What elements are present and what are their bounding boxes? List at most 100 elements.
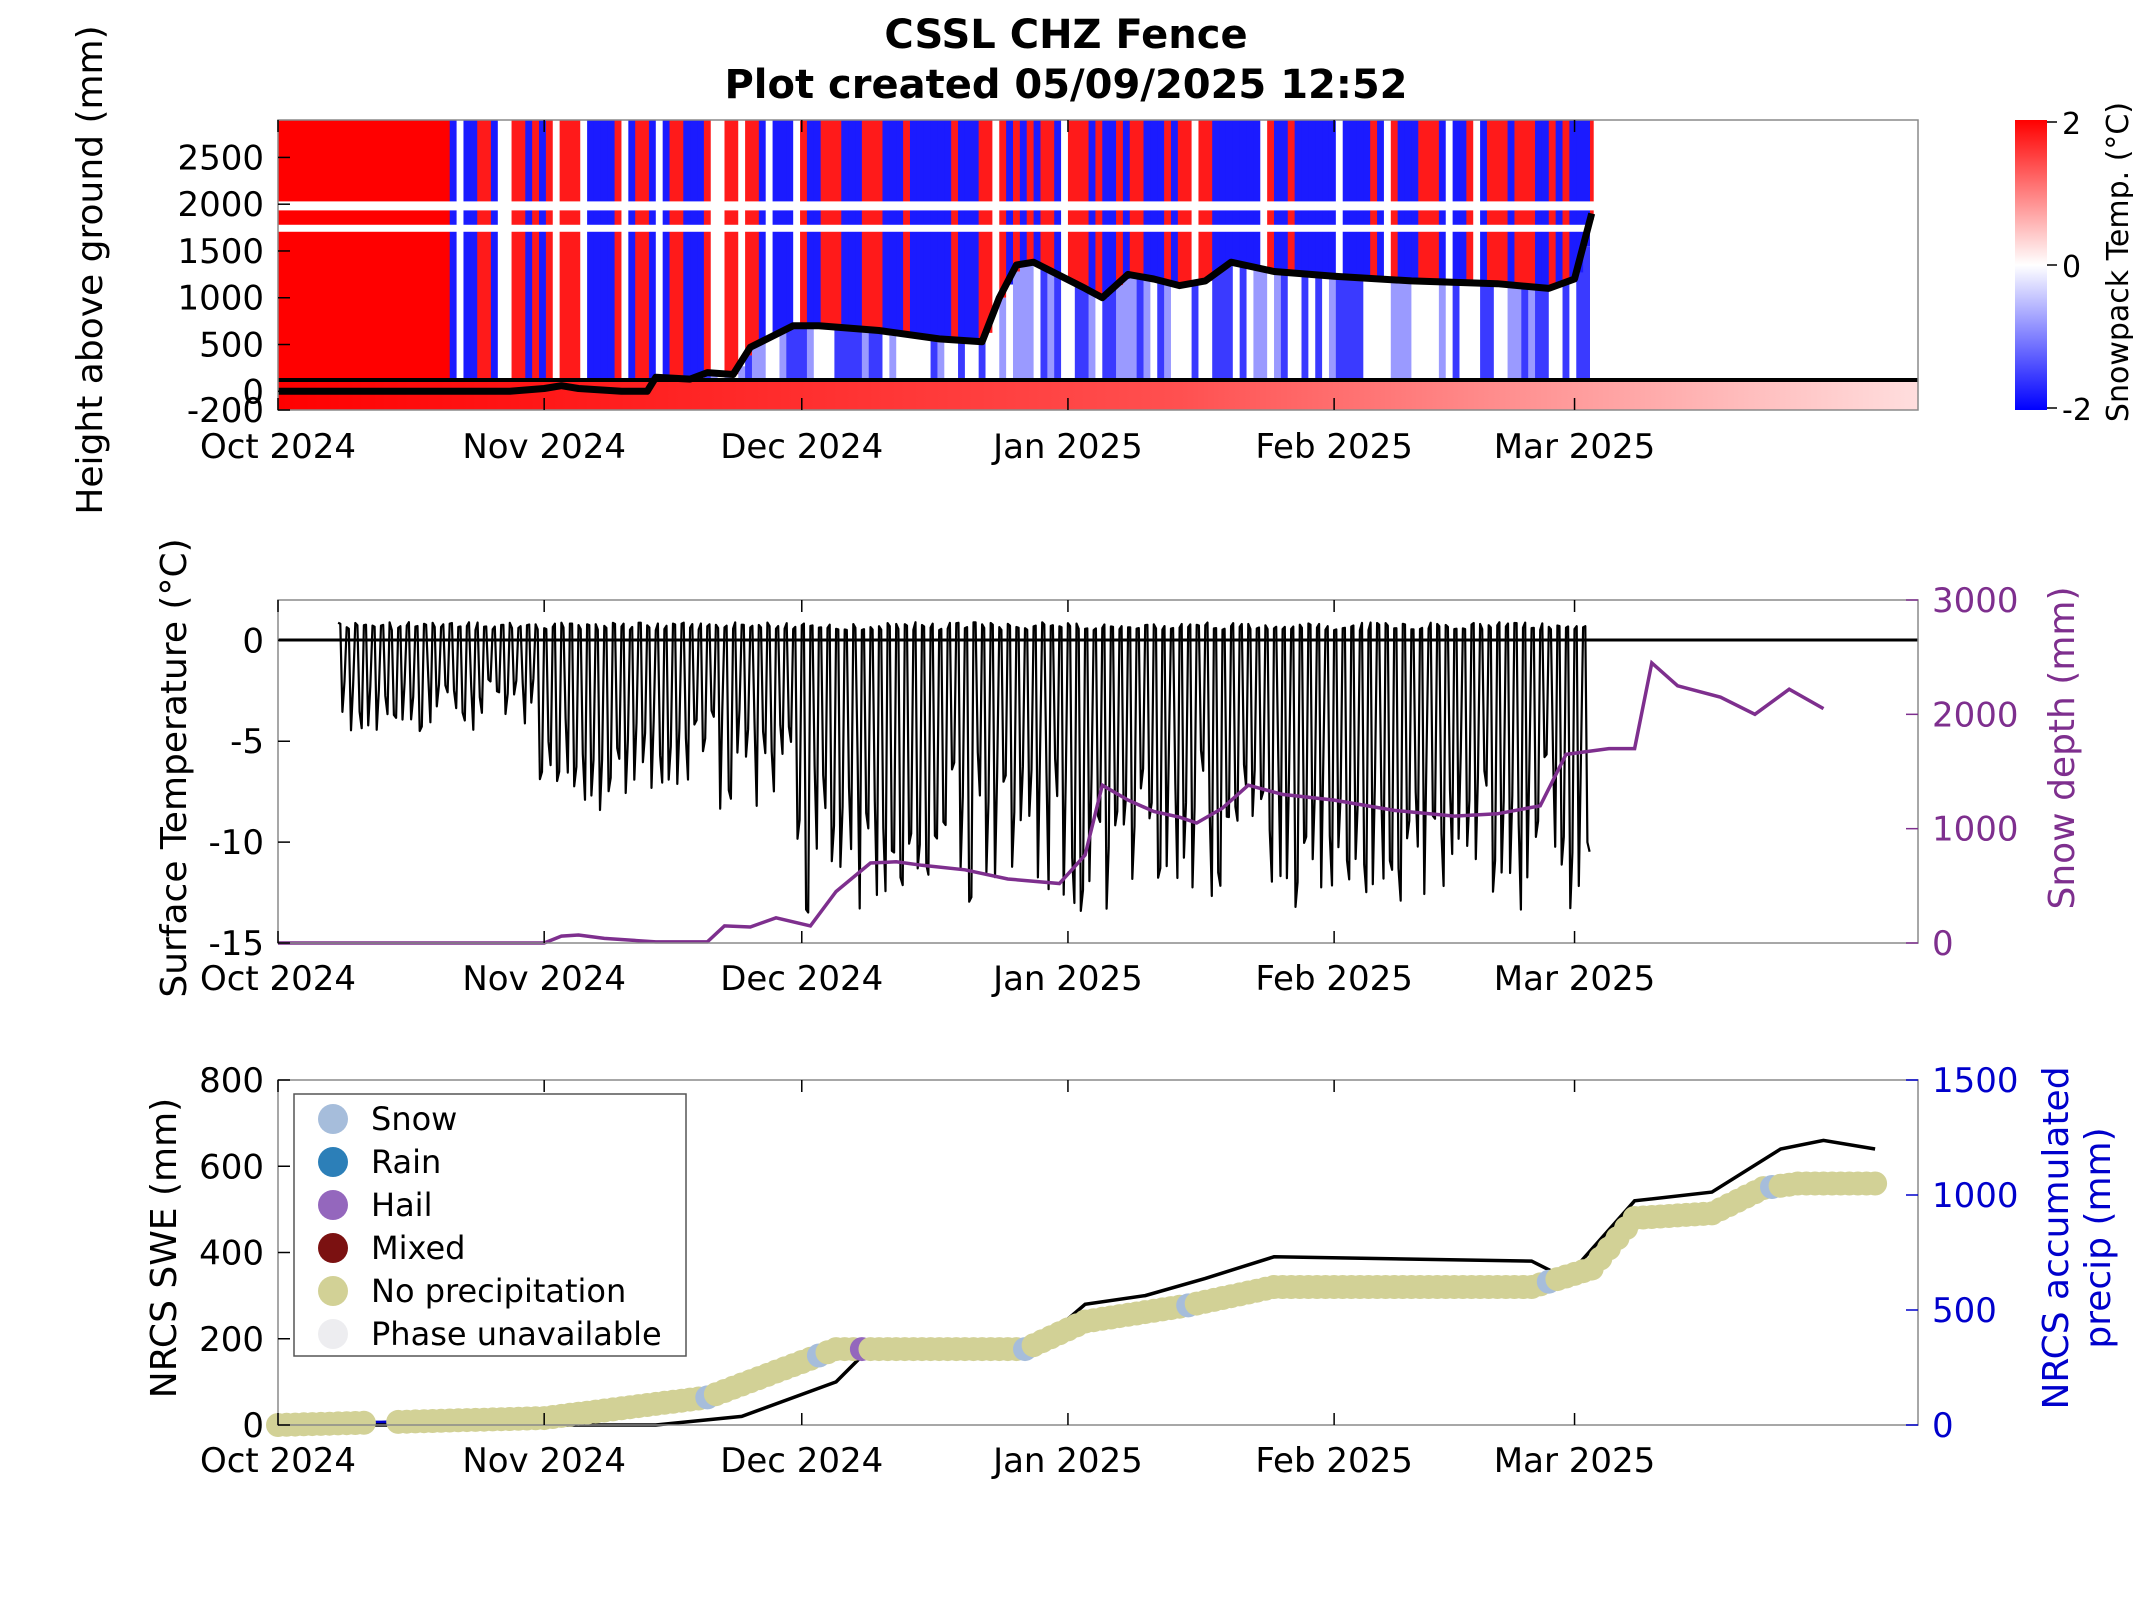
legend-label: Mixed xyxy=(371,1229,465,1267)
snowpack-temperature-cell xyxy=(1411,280,1419,392)
y-tick-label: 0 xyxy=(1932,924,1954,964)
air-temperature-cell xyxy=(511,120,520,392)
legend-marker-phase-unavailable xyxy=(318,1319,348,1349)
snowpack-temperature-cell xyxy=(1294,273,1303,392)
air-temperature-cell xyxy=(559,120,568,386)
panel1-y-ticks: 2500 2000 1500 1000 500 0-200 xyxy=(177,138,290,431)
snowpack-temperature-cell xyxy=(1253,267,1261,392)
snowpack-temperature-cell xyxy=(1232,262,1241,392)
legend-marker-hail xyxy=(318,1190,348,1220)
snowpack-temperature-cell xyxy=(1349,277,1358,392)
snow-depth-line xyxy=(278,212,1596,395)
air-temperature-cell xyxy=(1198,120,1206,283)
air-temperature-cell xyxy=(1054,120,1062,273)
air-temperature-cell xyxy=(587,120,595,390)
air-temperature-cell xyxy=(291,120,300,392)
snowpack-temperature-cell xyxy=(1122,279,1131,392)
snowpack-temperature-cell xyxy=(834,327,842,392)
air-temperature-cell xyxy=(800,120,808,326)
snowpack-temperature-cell xyxy=(827,326,835,392)
air-temperature-cell xyxy=(456,120,465,392)
legend-marker-no-precipitation xyxy=(318,1276,348,1306)
precip-phase-markers xyxy=(266,1171,1888,1437)
y-tick-label: 200 xyxy=(199,1320,264,1360)
air-temperature-cell xyxy=(367,120,375,392)
legend: Snow Rain Hail Mixed No precipitation Ph… xyxy=(293,1093,687,1357)
air-temperature-cell xyxy=(1205,120,1213,281)
snowpack-temperature-cell xyxy=(1569,280,1577,392)
y-tick-label: 0 xyxy=(1932,1406,1954,1446)
snowpack-temperature-cell xyxy=(1535,287,1543,392)
air-temperature-cell xyxy=(1260,120,1268,269)
y-tick-label: 0 xyxy=(242,1406,264,1446)
air-temperature-cell xyxy=(497,120,506,392)
air-temperature-cell xyxy=(1061,120,1069,277)
snowpack-temperature-cell xyxy=(1274,271,1282,392)
air-temperature-cell xyxy=(1026,120,1035,264)
snowpack-temperature-cell xyxy=(1342,276,1351,392)
x-tick-label: Feb 2025 xyxy=(1255,1441,1413,1481)
colorbar-tick-label: 2 xyxy=(2062,107,2081,142)
legend-box xyxy=(293,1093,687,1357)
air-temperature-cell xyxy=(1225,120,1234,266)
air-temperature-cell xyxy=(1328,120,1337,276)
snowpack-temperature-cell xyxy=(1480,283,1488,392)
air-temperature-cell xyxy=(1315,120,1323,275)
x-tick-label: Dec 2024 xyxy=(720,1441,883,1481)
air-temperature-cell xyxy=(669,120,678,379)
air-temperature-cell xyxy=(1363,120,1371,278)
y-tick-label: 1000 xyxy=(177,279,264,319)
air-temperature-cell xyxy=(861,120,870,330)
snowpack-temperature-cell xyxy=(1205,280,1213,392)
snowpack-temperature-cell xyxy=(971,341,980,392)
snowpack-temperature-cell xyxy=(1397,280,1406,392)
y-tick-label: -5 xyxy=(230,722,264,762)
snowpack-temperature-cell xyxy=(1177,285,1186,392)
air-temperature-cell xyxy=(1157,120,1165,280)
x-tick-label: Nov 2024 xyxy=(462,427,626,467)
air-temperature-cell xyxy=(415,120,423,392)
snowpack-temperature-cell xyxy=(1432,281,1440,392)
x-tick-label: Feb 2025 xyxy=(1255,959,1413,999)
air-temperature-cell xyxy=(332,120,341,392)
air-temperature-cell xyxy=(1342,120,1351,277)
y-tick-label: 3000 xyxy=(1932,581,2019,621)
air-temperature-cell xyxy=(1239,120,1248,265)
snowpack-temperature-cell xyxy=(1095,294,1103,392)
air-temperature-cell xyxy=(1067,120,1076,280)
snowpack-temperature-cell xyxy=(903,333,911,392)
snowpack-temperature-cell xyxy=(916,335,925,392)
air-temperature-cell xyxy=(1377,120,1385,279)
panel3-y-axis-label: NRCS SWE (mm) xyxy=(144,1098,185,1398)
y-tick-label: 500 xyxy=(1932,1291,1997,1331)
air-temperature-cell xyxy=(1232,120,1241,263)
snowpack-temperature-cell xyxy=(992,315,1000,392)
y-tick-label: 600 xyxy=(199,1147,264,1187)
air-temperature-cell xyxy=(319,120,327,392)
colorbar-label: Snowpack Temp. (°C) xyxy=(2101,102,2133,422)
air-temperature-cell xyxy=(786,120,794,330)
air-temperature-cell xyxy=(655,120,664,378)
air-temperature-cell xyxy=(346,120,355,392)
air-temperature-cell xyxy=(834,120,842,328)
panel3-right-y-ticks: 1500 1000 500 0 xyxy=(1906,1061,2019,1446)
x-tick-label: Nov 2024 xyxy=(462,1441,626,1481)
y-tick-label: -15 xyxy=(208,924,264,964)
air-temperature-cell xyxy=(326,120,334,392)
air-temperature-cell xyxy=(442,120,451,392)
air-temperature-cell xyxy=(539,120,547,389)
air-temperature-cell xyxy=(635,120,643,392)
snowpack-temperature-cell xyxy=(861,329,870,392)
panel1-x-ticks: Oct 2024 Nov 2024 Dec 2024 Jan 2025 Feb 2025… xyxy=(200,120,1655,467)
air-temperature-cell xyxy=(339,120,348,392)
air-temperature-cell xyxy=(806,120,815,326)
snowpack-temperature-cell xyxy=(765,339,774,392)
air-temperature-cell xyxy=(477,120,485,392)
snowpack-temperature-cell xyxy=(1267,270,1275,392)
snowpack-temperature-cell xyxy=(937,338,945,392)
air-temperature-cell xyxy=(1452,120,1461,283)
snowpack-temperature-cell xyxy=(1260,268,1268,392)
air-temperature-cell xyxy=(992,120,1000,316)
air-temperature-cell xyxy=(1432,120,1440,282)
air-temperature-cell xyxy=(827,120,835,327)
